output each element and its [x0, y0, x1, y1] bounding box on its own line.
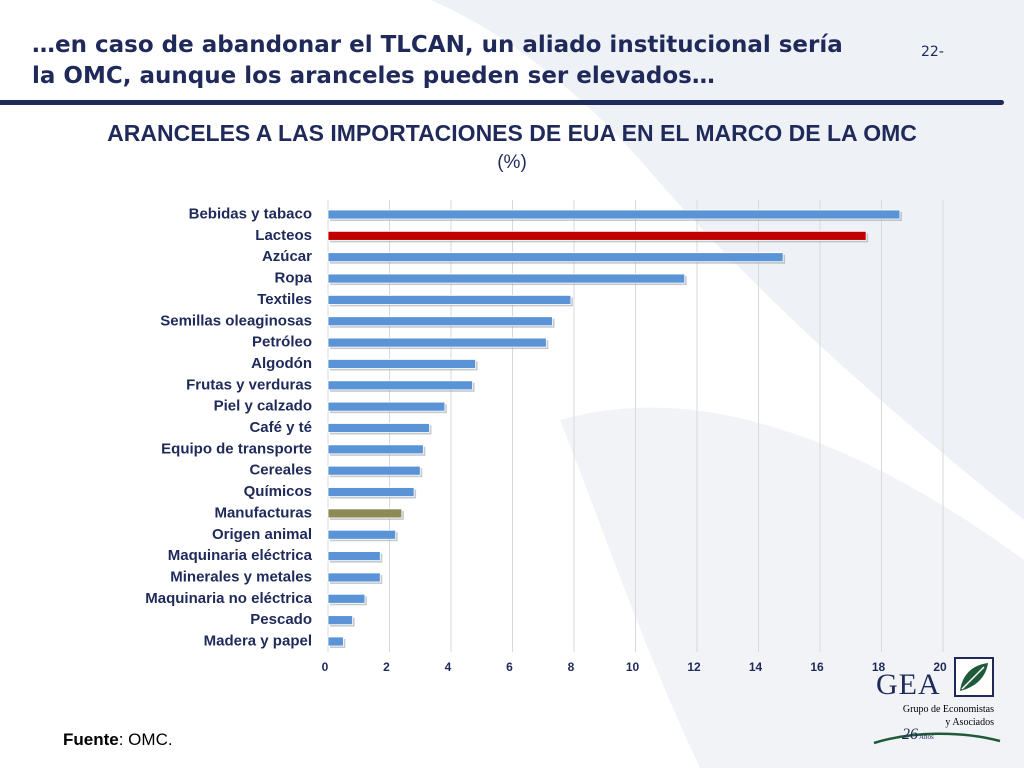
title-divider: [0, 100, 1004, 105]
x-tick-label-4: 4: [445, 660, 452, 674]
source-note: Fuente: OMC.: [63, 730, 173, 750]
category-label-manufacturas: Manufacturas: [214, 504, 312, 521]
chart-title: ARANCELES A LAS IMPORTACIONES DE EUA EN …: [107, 120, 917, 146]
bar-maquinaria-electrica: [327, 551, 381, 561]
category-label-frutas-y-verduras: Frutas y verduras: [186, 376, 312, 393]
gea-logo-years-number: 26: [902, 726, 918, 743]
category-label-madera-y-papel: Madera y papel: [204, 633, 312, 650]
category-label-azucar: Azúcar: [262, 248, 312, 265]
x-tick-label-10: 10: [626, 660, 640, 674]
category-label-ropa: Ropa: [275, 270, 313, 287]
category-label-maquinaria-no-electrica: Maquinaria no eléctrica: [145, 590, 312, 607]
x-tick-label-18: 18: [872, 660, 886, 674]
gea-logo-years: 26Años: [902, 726, 934, 744]
page-number: 22-: [921, 44, 944, 60]
gea-logo-line-2: y Asociados: [945, 717, 994, 728]
slide-title-line-1: …en caso de abandonar el TLCAN, un aliad…: [32, 32, 843, 58]
category-label-bebidas-y-tabaco: Bebidas y tabaco: [189, 206, 312, 223]
gea-logo-name: GEA: [876, 668, 941, 701]
source-label: Fuente: [63, 730, 119, 749]
bar-azucar: [327, 252, 784, 263]
source-text: : OMC.: [118, 730, 173, 749]
bar-maquinaria-no-electrica: [327, 593, 366, 604]
x-tick-label-8: 8: [568, 660, 575, 674]
bar-madera-y-papel: [327, 636, 344, 647]
x-tick-label-6: 6: [506, 660, 513, 674]
bar-cereales: [327, 465, 421, 476]
bar-pescado: [327, 615, 354, 626]
category-label-semillas-oleaginosas: Semillas oleaginosas: [160, 312, 312, 329]
bar-piel-y-calzado: [327, 401, 446, 412]
x-tick-label-16: 16: [810, 660, 824, 674]
category-label-petroleo: Petróleo: [252, 334, 312, 351]
bar-petroleo: [327, 337, 547, 348]
category-label-maquinaria-electrica: Maquinaria eléctrica: [168, 547, 313, 564]
bar-ropa: [327, 273, 686, 284]
category-label-cereales: Cereales: [249, 462, 312, 479]
gea-logo-swoosh-icon: [873, 732, 1001, 745]
bar-semillas-oleaginosas: [327, 316, 553, 327]
bar-cafe-y-te: [327, 423, 430, 433]
bar-manufacturas: [327, 508, 403, 519]
chart-subtitle: (%): [497, 152, 527, 173]
x-tick-label-12: 12: [687, 660, 701, 674]
x-tick-label-14: 14: [749, 660, 763, 674]
gea-logo-line-1: Grupo de Economistas: [902, 704, 994, 715]
gea-logo: GEA Grupo de Economistas y Asociados 26A…: [872, 655, 1012, 755]
category-label-quimicos: Químicos: [244, 483, 312, 500]
category-label-origen-animal: Origen animal: [212, 526, 312, 543]
bar-quimicos: [327, 487, 415, 497]
x-tick-label-20: 20: [933, 660, 947, 674]
category-label-minerales-y-metales: Minerales y metales: [170, 568, 312, 585]
category-label-equipo-de-transporte: Equipo de transporte: [161, 440, 312, 457]
slide-title-line-2: la OMC, aunque los aranceles pueden ser …: [32, 63, 715, 89]
gea-logo-years-label: Años: [919, 733, 934, 741]
x-tick-label-0: 0: [322, 660, 329, 674]
gea-logo-subtitle: Grupo de Economistas y Asociados: [890, 703, 994, 729]
bar-textiles: [327, 294, 572, 305]
bar-equipo-de-transporte: [327, 444, 424, 455]
bar-bebidas-y-tabaco: [327, 209, 901, 220]
bar-origen-animal: [327, 529, 397, 540]
category-label-piel-y-calzado: Piel y calzado: [214, 398, 312, 415]
category-label-cafe-y-te: Café y té: [249, 419, 312, 436]
category-label-textiles: Textiles: [257, 291, 312, 308]
bar-minerales-y-metales: [327, 572, 381, 583]
category-label-lacteos: Lacteos: [255, 227, 312, 244]
bar-frutas-y-verduras: [327, 380, 473, 391]
gea-logo-mark-icon: [954, 657, 994, 697]
category-label-algodon: Algodón: [251, 355, 312, 372]
x-tick-label-2: 2: [383, 660, 390, 674]
bar-algodon: [327, 359, 477, 369]
category-label-pescado: Pescado: [250, 611, 312, 628]
slide-title: …en caso de abandonar el TLCAN, un aliad…: [32, 30, 962, 92]
bar-lacteos: [327, 230, 867, 241]
